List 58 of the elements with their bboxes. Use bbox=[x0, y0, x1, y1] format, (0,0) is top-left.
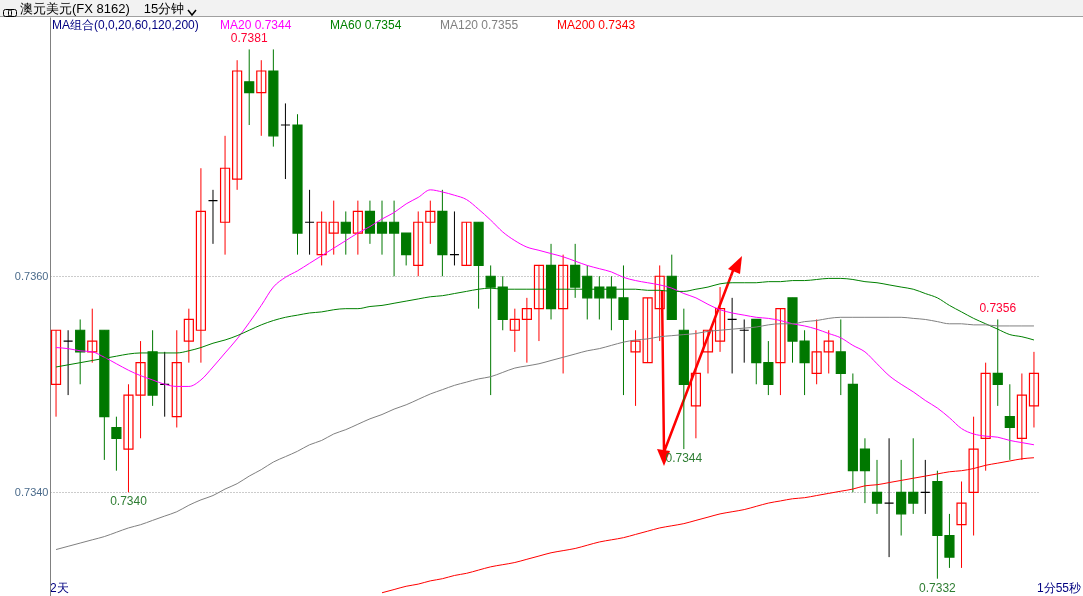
candlestick bbox=[376, 200, 388, 256]
candlestick bbox=[859, 437, 871, 504]
candlestick bbox=[871, 459, 883, 515]
candlestick bbox=[328, 200, 339, 256]
candlestick bbox=[811, 318, 822, 385]
annotation: 2天 bbox=[50, 580, 69, 595]
candlestick bbox=[521, 297, 532, 364]
candlestick bbox=[316, 210, 327, 266]
candlestick bbox=[908, 437, 919, 515]
text: MA60 0.7354 bbox=[330, 18, 402, 32]
annotation: 0.7340 bbox=[110, 494, 148, 509]
text: MA120 0.7355 bbox=[440, 18, 519, 32]
chart-title: 澳元美元(FX 8162) bbox=[20, 0, 130, 16]
candlestick bbox=[352, 200, 363, 256]
candlestick bbox=[364, 200, 376, 245]
candlestick bbox=[50, 329, 62, 418]
candlestick bbox=[1004, 383, 1015, 461]
candlestick bbox=[256, 59, 267, 137]
annotation: 0.7356 bbox=[979, 301, 1017, 316]
y-tick-label: 0.7360 bbox=[14, 269, 49, 282]
text: MA200 0.7343 bbox=[557, 18, 636, 32]
candlestick bbox=[558, 254, 569, 374]
candlestick bbox=[763, 340, 774, 396]
candlestick bbox=[232, 59, 243, 191]
candlestick bbox=[87, 308, 98, 364]
annotation: 0.7381 bbox=[230, 31, 268, 46]
candlestick bbox=[111, 416, 122, 472]
annotation: 1分55秒 bbox=[1036, 580, 1081, 595]
candlestick bbox=[1028, 351, 1040, 428]
candlestick bbox=[896, 459, 907, 537]
candlestick bbox=[823, 329, 834, 374]
legend-title: MA组合(0,0,20,60,120,200) bbox=[52, 18, 199, 32]
line-series bbox=[55, 316, 1035, 551]
candlestick bbox=[244, 48, 255, 126]
annotation: 0.7344 bbox=[665, 451, 703, 466]
annotation: 0.7332 bbox=[919, 580, 957, 595]
candlestick bbox=[461, 221, 472, 267]
candlestick bbox=[340, 210, 351, 256]
candlestick bbox=[401, 232, 412, 266]
chart-subtitle: 15分钟 bbox=[143, 0, 185, 16]
candlestick bbox=[956, 481, 967, 569]
candlestick bbox=[425, 200, 436, 245]
candlestick bbox=[702, 329, 714, 374]
candlestick bbox=[654, 264, 665, 342]
candlestick bbox=[171, 329, 182, 428]
candlestick bbox=[690, 329, 702, 439]
candlestick bbox=[195, 167, 207, 364]
candlestick bbox=[183, 308, 194, 364]
candlestick bbox=[413, 210, 424, 277]
candlestick bbox=[775, 308, 786, 396]
candlestick bbox=[509, 308, 520, 353]
candlestick bbox=[388, 200, 400, 277]
candlestick bbox=[714, 286, 726, 353]
text: MA20 0.7344 bbox=[220, 18, 292, 32]
candlestick bbox=[219, 135, 231, 256]
candlestick bbox=[835, 318, 846, 396]
candlestick bbox=[533, 264, 545, 342]
line-series bbox=[55, 189, 1035, 446]
